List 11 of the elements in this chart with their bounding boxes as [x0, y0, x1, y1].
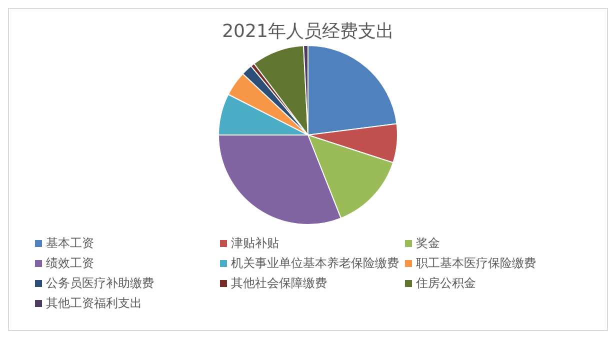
legend-label: 奖金 — [416, 235, 440, 252]
legend-label: 其他工资福利支出 — [46, 295, 142, 312]
legend-label: 公务员医疗补助缴费 — [46, 275, 154, 292]
legend-label: 机关事业单位基本养老保险缴费 — [231, 255, 399, 272]
legend-label: 津贴补贴 — [231, 235, 279, 252]
legend-label: 职工基本医疗保险缴费 — [416, 255, 536, 272]
chart-title: 2021年人员经费支出 — [221, 20, 395, 44]
legend-label: 基本工资 — [46, 235, 94, 252]
legend-label: 绩效工资 — [46, 255, 94, 272]
legend-label: 住房公积金 — [416, 275, 476, 292]
legend-label: 其他社会保障缴费 — [231, 275, 327, 292]
